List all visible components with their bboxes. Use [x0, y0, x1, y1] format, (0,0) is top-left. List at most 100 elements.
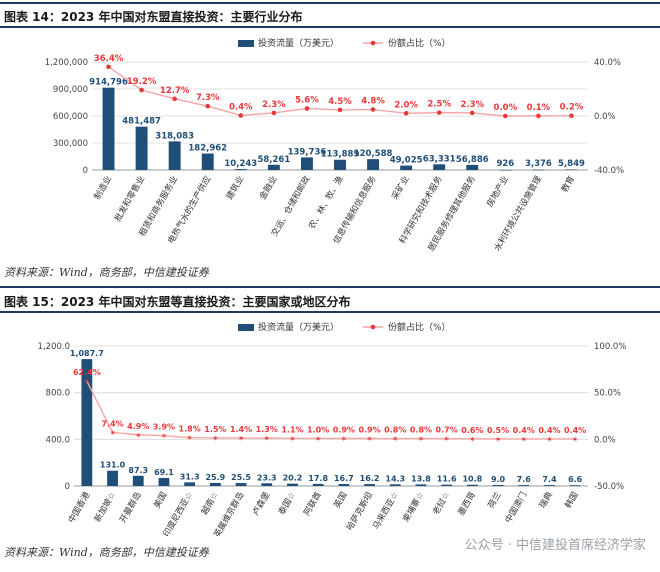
bar-value-label: 318,083	[155, 131, 194, 141]
bar	[184, 482, 196, 486]
bar-value-label: 20.2	[283, 474, 303, 483]
share-label: 2.3%	[460, 100, 484, 110]
bar-value-label: 3,376	[525, 159, 552, 169]
bar-value-label: 56,886	[456, 155, 489, 165]
category-label: 老挝☆	[430, 490, 452, 517]
share-point: ✶	[520, 435, 527, 444]
share-point: ✶	[443, 435, 450, 444]
left-tick-label: 1,200.0	[38, 342, 70, 352]
share-point: ✶	[392, 435, 399, 444]
bar-value-label: 10,243	[224, 159, 257, 169]
left-tick-label: 0	[65, 482, 70, 492]
share-line	[86, 380, 576, 440]
legend-line-label: 份额占比（%）	[388, 321, 451, 333]
bar	[441, 484, 453, 486]
share-point	[139, 87, 144, 93]
bar-value-label: 14.3	[385, 474, 405, 483]
category-label: 中国澳门	[503, 490, 530, 525]
category-label: 制造业	[92, 174, 114, 202]
category-label: 越南☆	[199, 490, 221, 517]
left-tick-label: 300,000	[53, 139, 88, 149]
share-point: ✶	[186, 434, 193, 443]
share-label: 0.0%	[494, 103, 518, 113]
legend-line-marker	[370, 40, 376, 46]
legend-bar-swatch	[238, 40, 254, 47]
title-rule-2	[0, 311, 660, 313]
bar-value-label: 6.6	[568, 475, 583, 484]
share-point	[370, 107, 376, 112]
share-label: 4.9%	[127, 422, 149, 431]
category-label: 开曼群岛	[117, 490, 144, 525]
bar-value-label: 16.2	[360, 474, 380, 483]
bar-value-label: 926	[496, 159, 514, 169]
bar	[135, 126, 148, 170]
category-label: 批发和零售业	[112, 174, 147, 224]
share-label: 1.5%	[204, 425, 226, 434]
bar-value-label: 23.3	[257, 473, 277, 482]
bar	[466, 484, 478, 486]
category-label: 新加坡☆	[92, 490, 118, 525]
bar-value-label: 13.8	[411, 474, 431, 483]
bar-value-label: 25.5	[231, 473, 251, 482]
right-tick-label: 40.0%	[594, 58, 621, 68]
left-tick-label: 1,200,000	[45, 58, 88, 68]
legend-line-label: 份额占比（%）	[388, 37, 451, 49]
figure-14-title: 图表 14：2023 年中国对东盟直接投资：主要行业分布	[4, 10, 303, 24]
right-tick-label: 100.0%	[594, 342, 626, 352]
bar-value-label: 16.7	[334, 474, 354, 483]
bar	[312, 483, 324, 486]
share-label: 0.8%	[410, 426, 432, 435]
bar-value-label: 17.8	[308, 474, 328, 483]
bar-value-label: 5,849	[558, 159, 585, 169]
share-label: 0.6%	[461, 426, 483, 435]
bar	[565, 169, 578, 171]
right-tick-label: 50.0%	[594, 389, 621, 399]
bar-value-label: 1,087.7	[70, 349, 104, 358]
legend-bar-swatch	[238, 324, 254, 331]
share-point: ✶	[109, 428, 116, 437]
industry-chart: 0 300,000 600,000 900,000 1,200,000 -40.0% 0.0…	[45, 37, 624, 253]
title-rule	[0, 26, 660, 28]
bar	[107, 470, 118, 486]
category-label: 房地产业	[484, 174, 511, 209]
share-label: 1.0%	[307, 425, 329, 434]
share-label: 0.4%	[538, 426, 560, 435]
share-point: ✶	[135, 431, 142, 440]
left-tick-label: 0	[83, 166, 88, 176]
share-point: ✶	[212, 434, 219, 443]
bar	[102, 87, 115, 170]
bar-value-label: 113,889	[321, 150, 360, 160]
bar	[81, 359, 93, 486]
share-label: 0.5%	[487, 426, 509, 435]
legend-bar-label: 投资流量（万美元）	[258, 37, 339, 49]
bar-value-label: 914,796	[89, 78, 128, 88]
share-label: 1.8%	[179, 425, 201, 434]
share-label: 2.5%	[427, 100, 451, 110]
right-tick-label: 0.0%	[594, 112, 616, 122]
bar	[201, 153, 214, 170]
share-point: ✶	[161, 432, 168, 441]
left-tick-label: 900,000	[53, 85, 88, 95]
category-label: 泰国☆	[276, 490, 298, 517]
share-label: 0.4%	[513, 426, 535, 435]
bar	[367, 159, 380, 170]
bar	[300, 157, 313, 170]
share-point: ✶	[546, 435, 553, 444]
share-point	[436, 110, 442, 115]
category-label: 荷兰	[486, 490, 504, 510]
bar	[400, 165, 413, 170]
share-label: 0.2%	[560, 103, 584, 113]
share-label: 0.7%	[436, 426, 458, 435]
figure-15-source: 资料来源：Wind，商务部，中信建投证券	[4, 546, 209, 559]
share-label: 62.4%	[73, 368, 101, 377]
category-label: 瑞典	[537, 490, 555, 511]
category-label: 阿联酋	[301, 490, 324, 518]
bar-value-label: 49,025	[390, 156, 423, 166]
bar-value-label: 58,261	[257, 155, 290, 165]
bar	[389, 484, 401, 486]
share-point	[304, 106, 310, 111]
watermark: 公众号 · 中信建投首席经济学家	[464, 538, 646, 553]
bar-value-label: 63,331	[423, 154, 456, 164]
category-label: 卢森堡	[250, 490, 273, 518]
share-point	[569, 113, 574, 119]
